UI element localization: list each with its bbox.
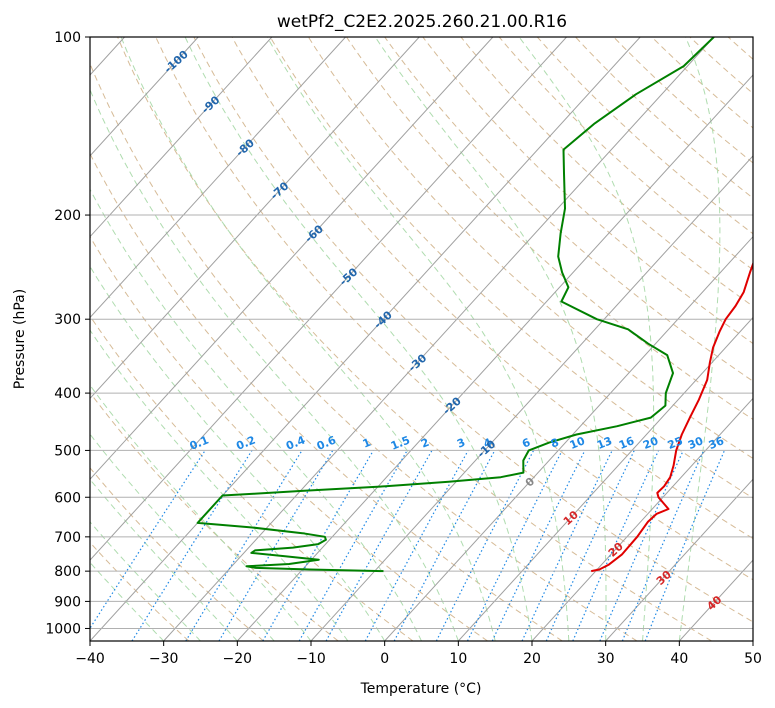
- plot-frame: [89, 36, 754, 642]
- mixing-ratio-label: 10: [568, 434, 587, 452]
- dry-adiabat: [346, 37, 753, 421]
- dry-adiabat: [155, 37, 753, 623]
- mixing-ratio-line: [90, 450, 206, 630]
- isotherm-line: [236, 74, 753, 641]
- background-lines: [90, 37, 753, 641]
- moist-adiabat: [120, 37, 496, 641]
- mixing-ratio-label: 2: [419, 436, 431, 451]
- mixing-ratio-line: [466, 450, 563, 641]
- y-tick-label: 100: [54, 30, 81, 46]
- isotherm-line: [163, 37, 715, 641]
- y-tick-label: 300: [54, 312, 81, 328]
- x-axis: −40 −30 −20 −10 0 10 20 30 40 50: [75, 641, 762, 667]
- isotherm-line: [90, 37, 641, 641]
- mixing-ratio-label: 36: [707, 434, 726, 452]
- mixing-ratio-label: 1: [361, 436, 373, 451]
- moist-adiabat: [90, 188, 422, 641]
- dry-adiabat: [422, 37, 753, 345]
- mixing-ratio-line: [218, 450, 334, 641]
- dry-adiabat: [90, 315, 414, 641]
- x-tick-label: −10: [296, 651, 326, 667]
- dry-adiabat: [117, 37, 712, 641]
- mixing-ratio-label: 25: [666, 434, 685, 452]
- isotherm-line: [90, 37, 420, 400]
- x-tick-label: −20: [223, 651, 253, 667]
- mixing-ratio-label: 13: [595, 434, 614, 452]
- x-tick-label: −40: [75, 651, 105, 667]
- isotherm-line: [90, 37, 199, 157]
- isotherm-line: [310, 155, 753, 641]
- moist-adiabat: [90, 88, 459, 641]
- y-tick-label: 200: [54, 208, 81, 224]
- mixing-ratio-line: [262, 450, 374, 641]
- mixing-ratio-label: 16: [617, 434, 636, 452]
- y-tick-label: 600: [54, 490, 81, 506]
- pressure-gridlines: [90, 37, 753, 629]
- mixing-ratio-label: 30: [686, 434, 705, 452]
- moist-adiabat: [518, 37, 655, 641]
- moist-adiabat: [266, 37, 570, 641]
- moist-adiabat: [90, 265, 386, 641]
- isotherm-line: [531, 397, 753, 641]
- dry-adiabat: [536, 37, 753, 235]
- x-tick-label: 0: [380, 651, 389, 667]
- moist-adiabat: [90, 329, 349, 641]
- mixing-ratio-line: [325, 450, 433, 641]
- y-axis-label: Pressure (hPa): [12, 289, 28, 389]
- moist-adiabat: [374, 37, 607, 641]
- x-axis-label: Temperature (°C): [360, 681, 482, 697]
- isotherm-line: [605, 478, 753, 641]
- isotherm-line: [90, 37, 567, 561]
- y-tick-label: 800: [54, 564, 81, 580]
- mixing-ratio-label: 8: [549, 436, 561, 451]
- x-tick-label: 40: [670, 651, 688, 667]
- mixing-ratio-line: [491, 450, 586, 641]
- isotherm-line: [384, 235, 753, 641]
- moist-adiabat: [678, 37, 721, 641]
- mixing-ratio-line: [621, 450, 705, 641]
- isotherm-line: [90, 37, 273, 238]
- x-tick-label: 20: [523, 651, 541, 667]
- mixing-ratio-line: [572, 450, 660, 641]
- dry-adiabat: [575, 37, 753, 199]
- dry-adiabat: [193, 37, 753, 581]
- mixing-ratio-line: [185, 450, 303, 641]
- mixing-ratio-line: [298, 450, 408, 641]
- dewpoint-profile: [196, 37, 715, 573]
- dry-adiabat: [384, 37, 753, 382]
- x-tick-label: 50: [744, 651, 762, 667]
- x-tick-label: 10: [449, 651, 467, 667]
- mixing-ratio-line: [599, 450, 684, 641]
- isotherm-line: [90, 37, 346, 319]
- dry-adiabat: [90, 152, 563, 641]
- mixing-ratio-line: [521, 450, 613, 641]
- isotherm-line: [90, 37, 494, 481]
- chart-title: wetPf2_C2E2.2025.260.21.00.R16: [277, 12, 567, 32]
- y-axis: 100 200 300 400 500 600 700 800 900 1000: [45, 30, 90, 637]
- mixing-ratio-label: 20: [641, 434, 660, 452]
- dry-adiabat: [231, 37, 753, 540]
- x-tick-label: −30: [149, 651, 179, 667]
- mixing-ratio-label: 3: [455, 436, 467, 451]
- y-tick-label: 1000: [45, 621, 81, 637]
- y-tick-label: 700: [54, 530, 81, 546]
- isotherm-line: [457, 316, 753, 641]
- plot-area: 0.1 0.2 0.4 0.6 1 1.5 2 3 4 6 8 10 13 16 20 25 30 36-100-…: [90, 37, 753, 641]
- moist-adiabat: [184, 37, 533, 641]
- mixing-ratio-line: [545, 450, 635, 641]
- temperature-profile: [591, 261, 753, 573]
- x-tick-label: 30: [597, 651, 615, 667]
- profile-lines: [196, 37, 753, 573]
- y-tick-label: 400: [54, 386, 81, 402]
- mixing-ratio-line: [131, 450, 253, 641]
- y-tick-label: 900: [54, 594, 81, 610]
- y-tick-label: 500: [54, 443, 81, 459]
